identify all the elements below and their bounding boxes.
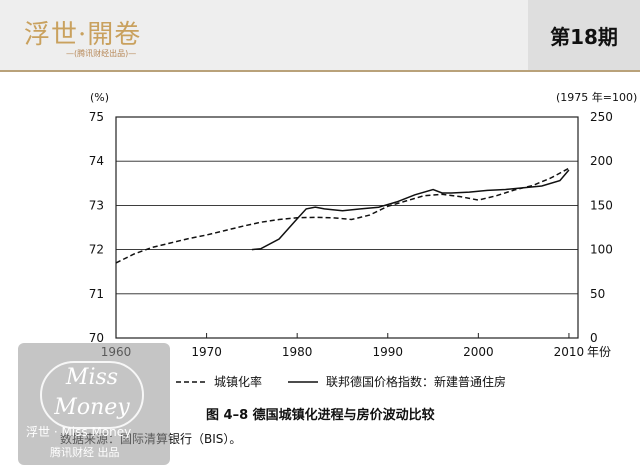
series-line-2 (251, 169, 570, 251)
plot-frame (115, 116, 579, 339)
right-tick-label: 250 (590, 110, 613, 124)
watermark-line-2: 腾讯财经 出品 (50, 446, 120, 459)
brand-title: 浮世·開卷 (24, 20, 142, 50)
left-tick-label: 73 (89, 198, 104, 212)
series-line-1 (115, 167, 570, 264)
miss-money-logo: Miss Money (40, 361, 144, 429)
left-axis-unit: (%) (90, 91, 109, 104)
brand-logo: 浮世·開卷 —(腾讯财经出品)— (18, 8, 178, 62)
right-tick-label: 200 (590, 154, 613, 168)
issue-number: 第18期 (528, 0, 640, 70)
x-tick-label: 2000 (463, 345, 494, 359)
right-tick-label: 100 (590, 243, 613, 257)
right-tick-label: 50 (590, 287, 605, 301)
x-tick-label: 1970 (191, 345, 222, 359)
legend-label-1: 城镇化率 (214, 374, 262, 389)
x-tick-label: 2010 (554, 345, 585, 359)
urbanization-house-price-chart: 70 71 72 73 74 75 0 50 100 150 200 250 (%) (1975 年=10… (89, 90, 638, 389)
watermark-badge: Miss Money 浮世 · Miss Money 腾讯财经 出品 (18, 343, 170, 465)
watermark-line-1: 浮世 · Miss Money (26, 425, 132, 439)
left-tick-label: 70 (89, 331, 104, 345)
left-tick-label: 71 (89, 287, 104, 301)
right-axis-unit: (1975 年=100) (556, 90, 637, 104)
x-axis-unit: 年份 (587, 345, 611, 359)
legend-label-2: 联邦德国价格指数：新建普通住房 (326, 374, 506, 389)
brand-subtitle: —(腾讯财经出品)— (66, 49, 137, 58)
right-tick-label: 0 (590, 331, 598, 345)
left-tick-label: 72 (89, 243, 104, 257)
header-bar: 浮世·開卷 —(腾讯财经出品)— 第18期 (0, 0, 640, 72)
right-tick-label: 150 (590, 198, 613, 212)
x-tick-label: 1990 (372, 345, 403, 359)
left-tick-label: 74 (89, 154, 104, 168)
left-tick-label: 75 (89, 110, 104, 124)
figure-caption: 图 4–8 德国城镇化进程与房价波动比较 (206, 408, 435, 423)
x-tick-label: 1980 (282, 345, 313, 359)
